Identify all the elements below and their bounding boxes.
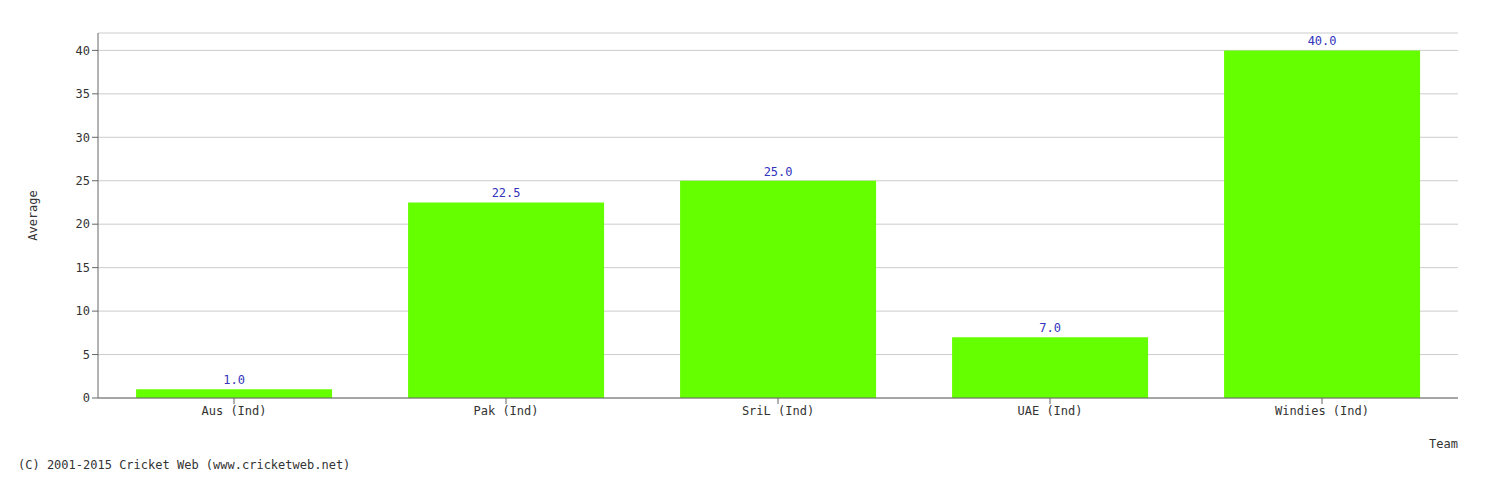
svg-text:Average: Average [26,190,40,241]
svg-text:22.5: 22.5 [492,186,521,200]
svg-text:40.0: 40.0 [1308,34,1337,48]
svg-text:Team: Team [1429,437,1458,451]
svg-text:10: 10 [76,304,90,318]
svg-text:5: 5 [83,348,90,362]
svg-text:1.0: 1.0 [223,373,245,387]
svg-text:25.0: 25.0 [764,165,793,179]
svg-text:20: 20 [76,217,90,231]
svg-text:0: 0 [83,391,90,405]
svg-text:30: 30 [76,131,90,145]
svg-text:Pak (Ind): Pak (Ind) [473,404,538,418]
html-text:(C) 2001-2015 Cricket Web (www: (C) 2001-2015 Cricket Web (www.cricketwe… [18,458,351,472]
svg-text:35: 35 [76,87,90,101]
svg-text:Windies (Ind): Windies (Ind) [1275,404,1369,418]
svg-text:40: 40 [76,44,90,58]
svg-text:7.0: 7.0 [1039,321,1061,335]
svg-text:25: 25 [76,174,90,188]
svg-text:UAE (Ind): UAE (Ind) [1017,404,1082,418]
svg-text:Aus (Ind): Aus (Ind) [201,404,266,418]
svg-text:SriL (Ind): SriL (Ind) [742,404,814,418]
svg-text:15: 15 [76,261,90,275]
